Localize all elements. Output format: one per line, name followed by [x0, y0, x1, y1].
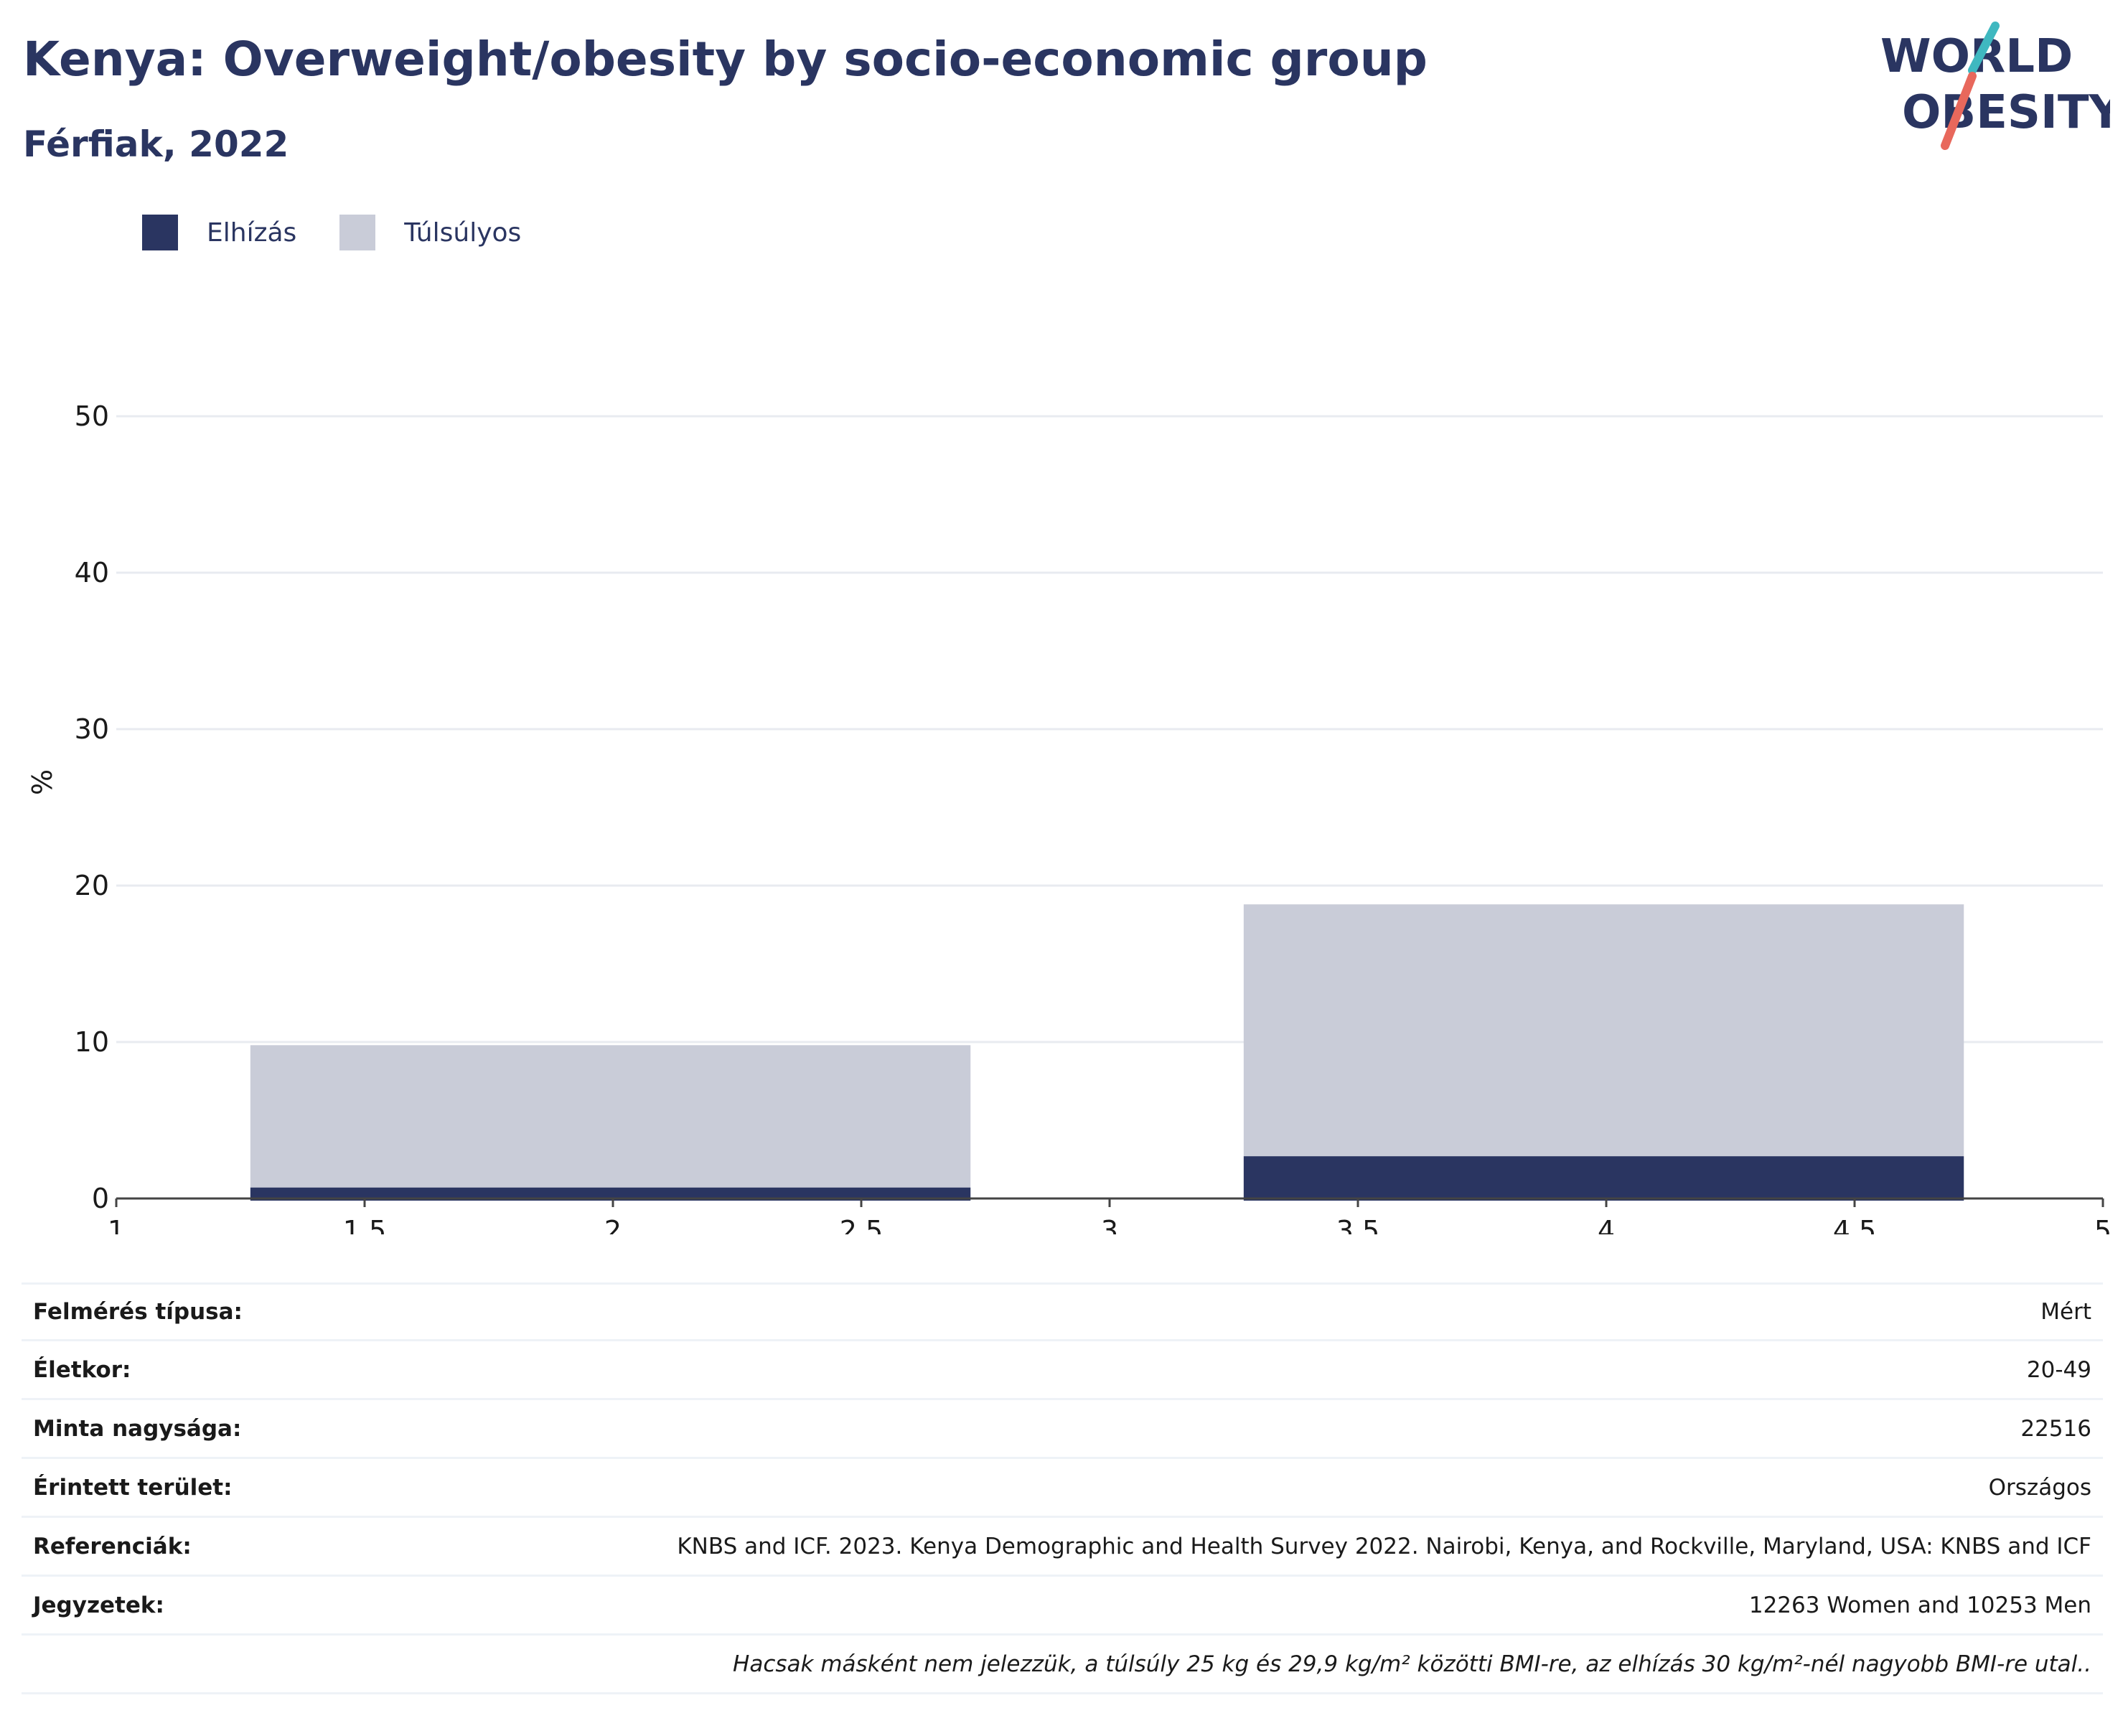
info-row-notes: Jegyzetek: 12263 Women and 10253 Men: [22, 1577, 2103, 1636]
y-tick-label: 30: [75, 713, 109, 745]
x-tick-label: 1.5: [343, 1215, 386, 1234]
info-row-age: Életkor: 20-49: [22, 1341, 2103, 1400]
info-label: Életkor:: [33, 1356, 131, 1383]
info-label: Érintett terület:: [33, 1474, 233, 1501]
legend-item-overweight[interactable]: Túlsúlyos: [339, 215, 521, 250]
axes: 0 10 20 30 40 50 1 1.5 2 2.5 3 3.5 4 4.5 5: [75, 400, 2112, 1234]
y-tick-label: 20: [75, 870, 109, 901]
legend-item-obesity[interactable]: Elhízás: [142, 215, 296, 250]
y-tick-label: 10: [75, 1026, 109, 1058]
info-label: Referenciák:: [33, 1533, 192, 1559]
bar-obesity-1[interactable]: [1243, 1156, 1964, 1201]
chart-title: Kenya: Overweight/obesity by socio-econo…: [23, 32, 1428, 87]
y-tick-label: 50: [75, 400, 109, 432]
info-table: Felmérés típusa: Mért Életkor: 20-49 Min…: [22, 1282, 2103, 1694]
chart-legend: Elhízás Túlsúlyos: [142, 212, 564, 253]
x-tick-label: 4.5: [1833, 1215, 1876, 1234]
info-value: 22516: [2020, 1415, 2091, 1442]
legend-label-obesity: Elhízás: [207, 217, 297, 248]
y-axis-label: %: [27, 769, 58, 795]
footnote: Hacsak másként nem jelezzük, a túlsúly 2…: [733, 1651, 2091, 1677]
x-tick-label: 4: [1598, 1215, 1615, 1234]
info-label: Felmérés típusa:: [33, 1299, 243, 1325]
info-label: Minta nagysága:: [33, 1415, 242, 1442]
x-tick-label: 1: [108, 1215, 125, 1234]
bar-chart: 0 10 20 30 40 50 1 1.5 2 2.5 3 3.5 4 4.5 5 %: [27, 400, 2112, 1234]
x-tick-label: 2.5: [840, 1215, 883, 1234]
info-value: 20-49: [2026, 1356, 2091, 1383]
info-value: 12263 Women and 10253 Men: [1748, 1592, 2091, 1618]
world-obesity-logo: WORLD OBESITY: [1880, 22, 2110, 150]
bar-obesity-0[interactable]: [250, 1187, 971, 1201]
legend-label-overweight: Túlsúlyos: [404, 217, 522, 248]
logo-slash-coral: [1941, 72, 1977, 150]
bars: [250, 904, 1964, 1201]
info-row-references: Referenciák: KNBS and ICF. 2023. Kenya D…: [22, 1518, 2103, 1577]
x-tick-label: 3: [1101, 1215, 1118, 1234]
logo-line-2: OBESITY: [1902, 86, 2110, 139]
bar-overweight-0[interactable]: [250, 1045, 971, 1188]
info-value: Országos: [1988, 1474, 2091, 1501]
info-row-survey-type: Felmérés típusa: Mért: [22, 1282, 2103, 1341]
y-tick-label: 0: [92, 1183, 109, 1214]
info-row-area: Érintett terület: Országos: [22, 1459, 2103, 1518]
x-tick-label: 5: [2094, 1215, 2112, 1234]
chart-subtitle: Férfiak, 2022: [23, 123, 289, 165]
x-tick-label: 2: [604, 1215, 622, 1234]
info-row-sample-size: Minta nagysága: 22516: [22, 1400, 2103, 1459]
info-row-footnote: Hacsak másként nem jelezzük, a túlsúly 2…: [22, 1636, 2103, 1694]
info-value: Mért: [2040, 1299, 2091, 1325]
x-tick-label: 3.5: [1336, 1215, 1379, 1234]
logo-slash-teal: [1968, 22, 2000, 75]
legend-swatch-obesity: [142, 215, 178, 250]
info-label: Jegyzetek:: [33, 1592, 164, 1618]
y-tick-label: 40: [75, 557, 109, 588]
info-value: KNBS and ICF. 2023. Kenya Demographic an…: [677, 1533, 2091, 1559]
legend-swatch-overweight: [339, 215, 376, 250]
bar-overweight-1[interactable]: [1243, 904, 1964, 1157]
